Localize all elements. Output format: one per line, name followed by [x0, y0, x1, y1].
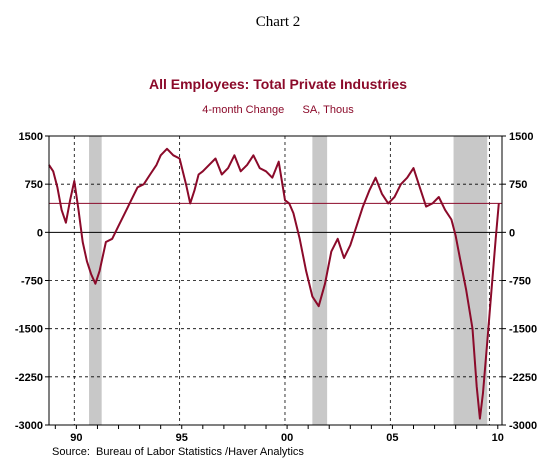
- y-tick-label-right: -2250: [509, 372, 537, 384]
- y-tick-label-right: -750: [509, 276, 531, 288]
- gridlines: [49, 136, 502, 425]
- x-tick-label: 95: [176, 432, 188, 444]
- page-label: Chart 2: [255, 14, 301, 30]
- series-layer: [48, 147, 500, 420]
- y-tick-label-left: -750: [21, 276, 43, 288]
- chart-subtitle: 4-month Change SA, Thous: [202, 104, 354, 116]
- series-line-1: [48, 147, 500, 420]
- source-note: Source: Bureau of Labor Statistics /Have…: [52, 446, 304, 458]
- y-tick-label-left: 1500: [19, 131, 43, 143]
- chart-title: All Employees: Total Private Industries: [148, 76, 408, 92]
- y-tick-label-left: 750: [25, 179, 43, 191]
- y-tick-label-right: 1500: [509, 131, 533, 143]
- y-tick-label-left: -1500: [15, 324, 43, 336]
- y-tick-label-right: 750: [509, 179, 527, 191]
- y-tick-label-right: 0: [509, 227, 515, 239]
- x-tick-label: 10: [492, 432, 504, 444]
- y-tick-label-right: -1500: [509, 324, 537, 336]
- recession-band-1: [89, 136, 102, 425]
- y-tick-label-right: -3000: [509, 420, 537, 432]
- y-tick-label-left: -2250: [15, 372, 43, 384]
- x-tick-label: 00: [281, 432, 293, 444]
- x-tick-label: 05: [386, 432, 398, 444]
- x-tick-label: 90: [70, 432, 82, 444]
- y-tick-label-left: -3000: [15, 420, 43, 432]
- y-tick-label-left: 0: [37, 227, 43, 239]
